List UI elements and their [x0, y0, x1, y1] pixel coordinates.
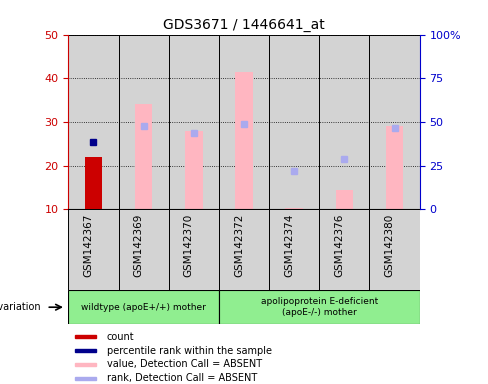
- Bar: [75, 376, 97, 380]
- Text: GSM142369: GSM142369: [134, 214, 143, 277]
- Bar: [336, 190, 353, 209]
- Bar: [369, 209, 420, 290]
- Bar: [386, 126, 404, 209]
- Bar: [75, 362, 97, 366]
- Text: genotype/variation: genotype/variation: [0, 302, 41, 312]
- Bar: [68, 290, 219, 324]
- Bar: [84, 157, 102, 209]
- Text: GSM142374: GSM142374: [284, 214, 294, 277]
- Bar: [185, 131, 203, 209]
- Bar: [219, 290, 420, 324]
- Bar: [369, 35, 420, 209]
- Text: GSM142376: GSM142376: [334, 214, 345, 277]
- Text: value, Detection Call = ABSENT: value, Detection Call = ABSENT: [107, 359, 262, 369]
- Text: apolipoprotein E-deficient
(apoE-/-) mother: apolipoprotein E-deficient (apoE-/-) mot…: [261, 298, 378, 317]
- Bar: [319, 35, 369, 209]
- Text: count: count: [107, 332, 135, 342]
- Bar: [219, 209, 269, 290]
- Text: GSM142370: GSM142370: [184, 214, 194, 276]
- Bar: [119, 35, 169, 209]
- Bar: [135, 104, 152, 209]
- Bar: [68, 209, 119, 290]
- Text: GSM142372: GSM142372: [234, 214, 244, 277]
- Bar: [119, 209, 169, 290]
- Bar: [68, 35, 119, 209]
- Title: GDS3671 / 1446641_at: GDS3671 / 1446641_at: [163, 18, 325, 32]
- Text: GSM142380: GSM142380: [385, 214, 395, 276]
- Text: rank, Detection Call = ABSENT: rank, Detection Call = ABSENT: [107, 373, 257, 383]
- Bar: [75, 349, 97, 353]
- Bar: [319, 209, 369, 290]
- Bar: [169, 209, 219, 290]
- Bar: [75, 335, 97, 339]
- Bar: [285, 208, 303, 209]
- Bar: [269, 209, 319, 290]
- Text: percentile rank within the sample: percentile rank within the sample: [107, 346, 272, 356]
- Bar: [269, 35, 319, 209]
- Text: GSM142367: GSM142367: [83, 214, 93, 277]
- Bar: [219, 35, 269, 209]
- Bar: [235, 72, 253, 209]
- Bar: [169, 35, 219, 209]
- Text: wildtype (apoE+/+) mother: wildtype (apoE+/+) mother: [81, 303, 206, 312]
